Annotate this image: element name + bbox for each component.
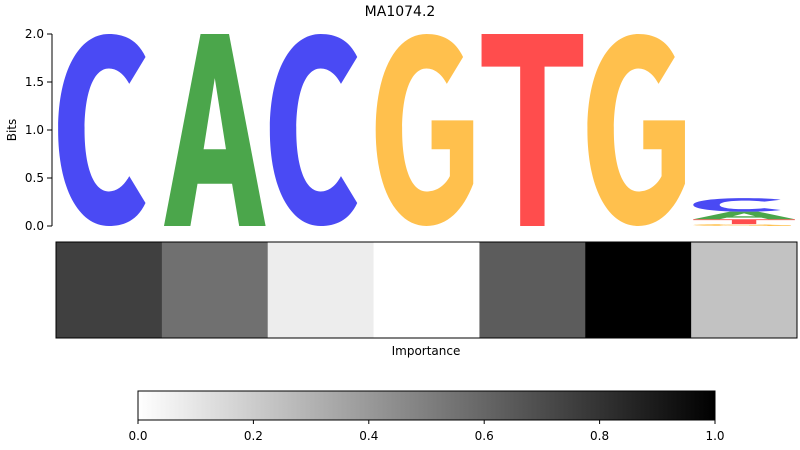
heatmap-cell: [585, 242, 692, 338]
colorbar-ticks: 0.0 0.2 0.4 0.6 0.8 1.0: [128, 420, 725, 443]
logo-letter-c: [693, 198, 781, 212]
importance-heatmap: [56, 242, 798, 338]
logo-letter-t: [481, 34, 584, 226]
colorbar-tick-label: 0.8: [590, 429, 609, 443]
logo-letter-c: [58, 34, 146, 226]
colorbar: [137, 390, 716, 421]
logo-letter-t: [693, 219, 795, 225]
logo-letter-a: [693, 211, 795, 220]
sequence-logo: [58, 34, 795, 226]
y-tick-label: 0.5: [25, 171, 44, 185]
logo-letter-g: [693, 224, 791, 226]
heatmap-frame: [55, 241, 798, 339]
heatmap-cell: [691, 242, 798, 338]
y-tick-label: 1.0: [25, 123, 44, 137]
heatmap-xlabel: Importance: [392, 344, 461, 358]
logo-letter-c: [269, 34, 358, 226]
y-tick-label: 2.0: [25, 27, 44, 41]
colorbar-tick-label: 0.6: [475, 429, 494, 443]
heatmap-cell: [373, 242, 480, 338]
colorbar-tick-label: 0.2: [244, 429, 263, 443]
logo-letter-g: [587, 34, 685, 226]
y-ticks: 0.0 0.5 1.0 1.5 2.0: [25, 27, 52, 233]
colorbar-tick-label: 1.0: [705, 429, 724, 443]
colorbar-tick-label: 0.0: [128, 429, 147, 443]
colorbar-tick-label: 0.4: [359, 429, 378, 443]
heatmap-cell: [161, 242, 269, 338]
heatmap-cell: [56, 242, 163, 338]
y-tick-label: 1.5: [25, 75, 44, 89]
heatmap-cell: [479, 242, 586, 338]
y-axis-label: Bits: [5, 119, 19, 142]
logo-letter-a: [163, 34, 266, 226]
heatmap-cell: [267, 242, 375, 338]
y-tick-label: 0.0: [25, 219, 44, 233]
logo-letter-g: [375, 34, 474, 226]
chart-title: MA1074.2: [365, 4, 436, 20]
